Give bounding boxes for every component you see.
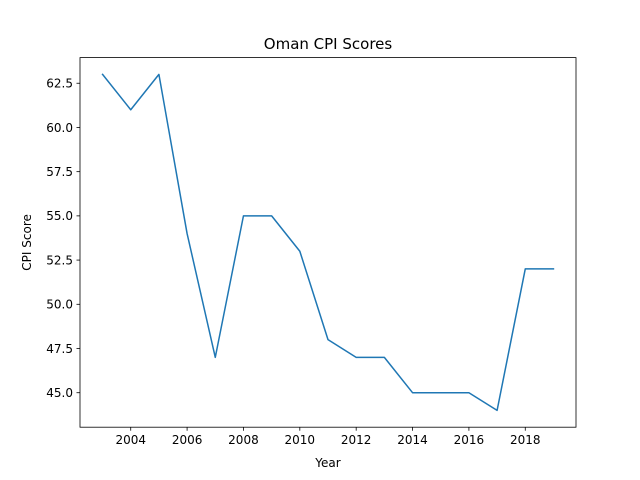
plot-area xyxy=(80,57,576,428)
y-tick-label: 57.5 xyxy=(46,165,73,179)
x-tick-label: 2012 xyxy=(341,433,372,447)
y-tick-label: 60.0 xyxy=(46,121,73,135)
x-tick-label: 2016 xyxy=(454,433,485,447)
data-point-2013 xyxy=(384,357,386,359)
data-point-2003 xyxy=(102,74,104,76)
y-tick-label: 47.5 xyxy=(46,342,73,356)
data-point-2004 xyxy=(130,109,132,111)
data-point-2007 xyxy=(214,357,216,359)
data-point-2006 xyxy=(186,233,188,235)
data-point-2011 xyxy=(327,339,329,341)
data-point-2015 xyxy=(440,392,442,394)
data-point-2014 xyxy=(412,392,414,394)
y-axis-label: CPI Score xyxy=(20,214,34,271)
data-point-2018 xyxy=(524,268,526,270)
x-tick-label: 2010 xyxy=(285,433,316,447)
series-line xyxy=(101,73,555,412)
data-point-2012 xyxy=(355,357,357,359)
data-point-2009 xyxy=(271,215,273,217)
x-tick-label: 2014 xyxy=(397,433,428,447)
y-tick-label: 55.0 xyxy=(46,209,73,223)
x-axis-label: Year xyxy=(314,456,340,470)
data-point-2008 xyxy=(243,215,245,217)
data-point-2016 xyxy=(468,392,470,394)
x-tick-label: 2008 xyxy=(228,433,259,447)
y-tick-label: 62.5 xyxy=(46,77,73,91)
chart-title: Oman CPI Scores xyxy=(264,35,393,53)
data-point-2019 xyxy=(553,268,555,270)
x-axis-ticks: 2004 2006 2008 2010 2012 2014 2016 2018 xyxy=(115,427,541,447)
y-tick-label: 45.0 xyxy=(46,386,73,400)
x-tick-label: 2018 xyxy=(510,433,541,447)
y-axis-ticks: 45.0 47.5 50.0 52.5 55.0 57.5 60.0 62.5 xyxy=(46,77,80,400)
data-point-2017 xyxy=(496,410,498,412)
y-tick-label: 50.0 xyxy=(46,298,73,312)
plot-frame xyxy=(79,57,577,428)
x-tick-label: 2004 xyxy=(115,433,146,447)
data-point-2005 xyxy=(158,74,160,76)
x-tick-label: 2006 xyxy=(172,433,203,447)
series-layer xyxy=(101,73,555,412)
y-tick-label: 52.5 xyxy=(46,253,73,267)
data-point-2010 xyxy=(299,250,301,252)
